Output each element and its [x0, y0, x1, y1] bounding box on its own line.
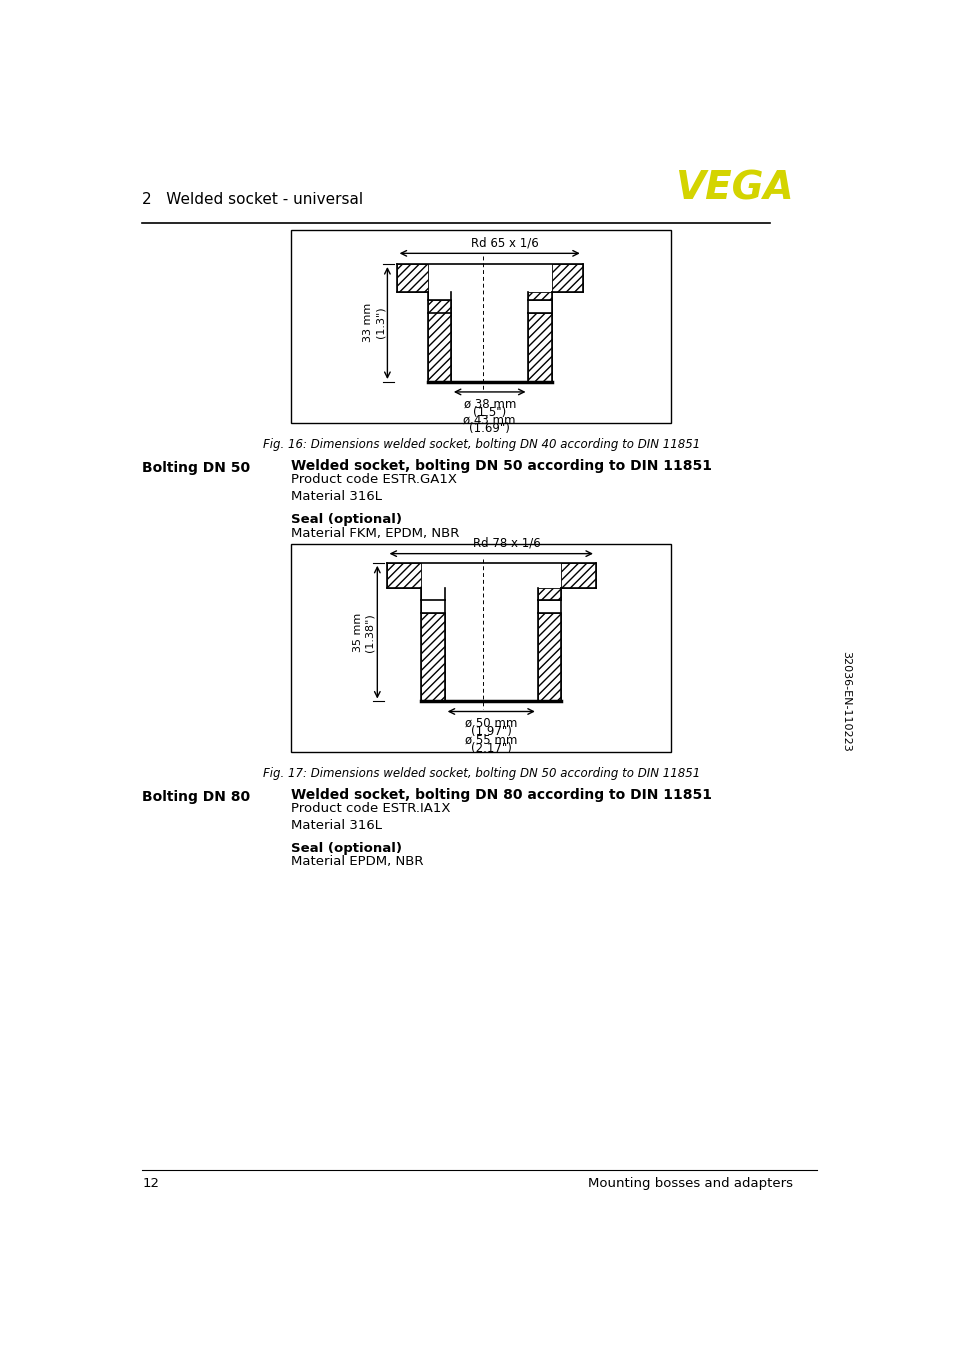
Text: 2   Welded socket - universal: 2 Welded socket - universal: [142, 192, 363, 207]
Text: ø 50 mm: ø 50 mm: [464, 716, 517, 730]
Text: (2.17"): (2.17"): [471, 742, 511, 756]
Text: Material 316L: Material 316L: [291, 490, 382, 502]
Text: ø 43 mm: ø 43 mm: [463, 413, 516, 427]
Text: Bolting DN 80: Bolting DN 80: [142, 789, 251, 804]
Text: Fig. 17: Dimensions welded socket, bolting DN 50 according to DIN 11851: Fig. 17: Dimensions welded socket, bolti…: [262, 766, 700, 780]
Polygon shape: [560, 563, 596, 588]
Text: Rd 65 x 1/6: Rd 65 x 1/6: [471, 237, 538, 249]
Text: Material EPDM, NBR: Material EPDM, NBR: [291, 856, 423, 868]
Polygon shape: [386, 563, 444, 701]
Text: (1.69"): (1.69"): [469, 422, 510, 435]
Text: Seal (optional): Seal (optional): [291, 842, 402, 854]
Text: Welded socket, bolting DN 50 according to DIN 11851: Welded socket, bolting DN 50 according t…: [291, 459, 712, 473]
Text: (1.5"): (1.5"): [473, 406, 506, 418]
Polygon shape: [537, 588, 560, 701]
Text: VEGA: VEGA: [674, 169, 793, 207]
Text: (1.97"): (1.97"): [471, 726, 511, 738]
Text: 35 mm
(1.38"): 35 mm (1.38"): [353, 612, 375, 651]
Text: ø 38 mm: ø 38 mm: [463, 397, 516, 410]
Text: 33 mm
(1.3"): 33 mm (1.3"): [363, 303, 385, 343]
Text: Fig. 16: Dimensions welded socket, bolting DN 40 according to DIN 11851: Fig. 16: Dimensions welded socket, bolti…: [262, 439, 700, 451]
Bar: [291, 230, 670, 422]
Text: Mounting bosses and adapters: Mounting bosses and adapters: [588, 1178, 793, 1190]
Text: ø 55 mm: ø 55 mm: [464, 734, 517, 747]
Polygon shape: [551, 264, 582, 292]
Text: Product code ESTR.GA1X: Product code ESTR.GA1X: [291, 473, 456, 486]
Text: Product code ESTR.IA1X: Product code ESTR.IA1X: [291, 802, 451, 815]
Text: 32036-EN-110223: 32036-EN-110223: [841, 651, 850, 751]
Bar: [291, 543, 670, 751]
Text: Material 316L: Material 316L: [291, 819, 382, 831]
Text: Bolting DN 50: Bolting DN 50: [142, 462, 251, 475]
Text: 12: 12: [142, 1178, 159, 1190]
Text: Material FKM, EPDM, NBR: Material FKM, EPDM, NBR: [291, 527, 459, 540]
Text: Seal (optional): Seal (optional): [291, 513, 402, 525]
Polygon shape: [396, 264, 451, 382]
Text: Welded socket, bolting DN 80 according to DIN 11851: Welded socket, bolting DN 80 according t…: [291, 788, 712, 802]
Text: Rd 78 x 1/6: Rd 78 x 1/6: [473, 536, 540, 550]
Polygon shape: [528, 292, 551, 382]
